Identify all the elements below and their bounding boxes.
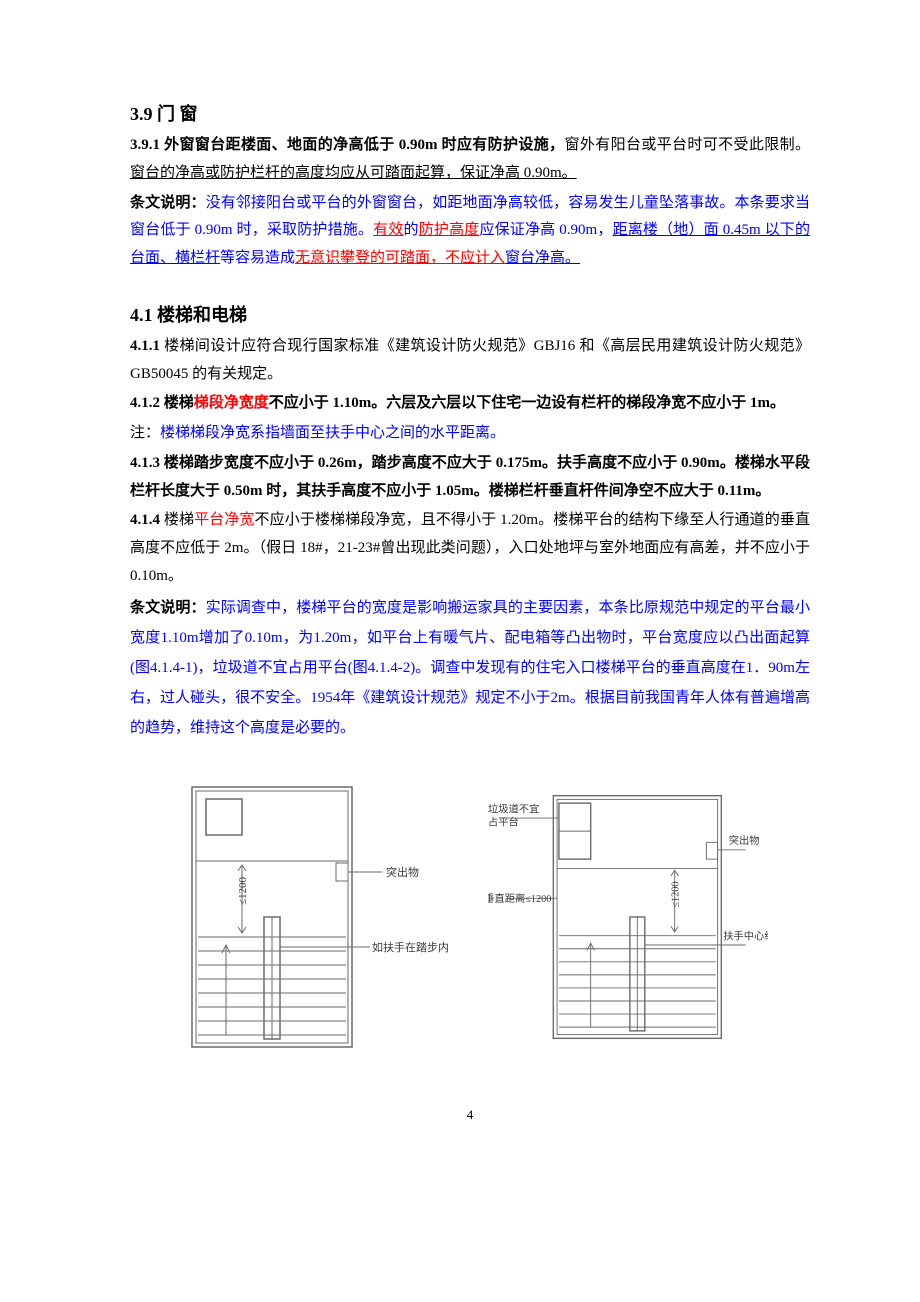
fig2-label-trash-2: 占平台 (488, 815, 519, 828)
explain-mid-3: 等容易造成 (220, 250, 295, 266)
clause-text-a: 4.1.2 楼梯 (130, 395, 194, 411)
page-number: 4 (130, 1107, 810, 1123)
note-label: 注： (130, 425, 160, 441)
fig2-label-handrail: 扶手中心线 (723, 929, 768, 942)
explain-text: 实际调查中，楼梯平台的宽度是影响搬运家具的主要因素，本条比原规范中规定的平台最小… (130, 600, 810, 736)
explain-label: 条文说明： (130, 600, 206, 616)
clause-red: 梯段净宽度 (194, 395, 269, 411)
page: 3.9 门 窗 3.9.1 外窗窗台距楼面、地面的净高低于 0.90m 时应有防… (0, 0, 920, 1163)
clause-3-9-1-explain: 条文说明：没有邻接阳台或平台的外窗窗台，如距地面净高较低，容易发生儿童坠落事故。… (130, 190, 810, 273)
fig1-dim: ≤1200 (237, 876, 249, 905)
section-4-1-heading: 4.1 楼梯和电梯 (130, 301, 810, 327)
clause-text-b: 不应小于 1.10m。六层及六层以下住宅一边设有栏杆的梯段净宽不应小于 1m。 (269, 395, 785, 411)
explain-label: 条文说明： (130, 195, 206, 211)
explain-mid-4: 窗台净高。 (505, 250, 580, 266)
clause-number: 3.9.1 (130, 137, 160, 153)
explain-mid-1: 的 (404, 222, 419, 238)
clause-4-1-4-explain: 条文说明：实际调查中，楼梯平台的宽度是影响搬运家具的主要因素，本条比原规范中规定… (130, 593, 810, 743)
explain-ul-2: 防护高度 (419, 222, 480, 238)
clause-4-1-3: 4.1.3 楼梯踏步宽度不应小于 0.26m，踏步高度不应大于 0.175m。扶… (130, 450, 810, 506)
clause-text: 楼梯间设计应符合现行国家标准《建筑设计防火规范》GBJ16 和《高层民用建筑设计… (130, 338, 810, 382)
figure-4-1-4-2: 垃圾道不宜 占平台 突出物 ≤1200 垂直距离≤1200 (488, 777, 768, 1057)
clause-4-1-2-note: 注：楼梯梯段净宽系指墙面至扶手中心之间的水平距离。 (130, 420, 810, 448)
fig1-label-protrude: 突出物 (386, 865, 419, 879)
clause-3-9-1: 3.9.1 外窗窗台距楼面、地面的净高低于 0.90m 时应有防护设施，窗外有阳… (130, 132, 810, 188)
clause-text-a: 楼梯 (160, 512, 194, 528)
clause-red: 平台净宽 (194, 512, 254, 528)
clause-4-1-1: 4.1.1 楼梯间设计应符合现行国家标准《建筑设计防火规范》GBJ16 和《高层… (130, 333, 810, 389)
clause-text-bold: 外窗窗台距楼面、地面的净高低于 0.90m 时应有防护设施， (160, 137, 565, 153)
fig2-dim: ≤1200 (670, 881, 681, 907)
explain-ul-4: 无意识攀登的可踏面，不应计入 (295, 250, 505, 266)
section-gap (130, 275, 810, 301)
figure-4-1-4-1: ≤1200 突出物 如扶手在踏步内 (172, 777, 452, 1057)
clause-number: 4.1.1 (130, 338, 160, 354)
fig1-label-handrail: 如扶手在踏步内 (372, 940, 449, 954)
clause-4-1-2: 4.1.2 楼梯梯段净宽度不应小于 1.10m。六层及六层以下住宅一边设有栏杆的… (130, 390, 810, 418)
fig2-label-vdist: 垂直距离≤1200 (488, 892, 551, 905)
clause-text-plain: 窗外有阳台或平台时可不受此限制。 (565, 137, 810, 153)
clause-number: 4.1.4 (130, 512, 160, 528)
explain-mid-2: 应保证净高 0.90m， (479, 222, 612, 238)
section-3-9-heading: 3.9 门 窗 (130, 100, 810, 126)
fig2-label-trash-1: 垃圾道不宜 (488, 802, 539, 815)
fig2-label-protrude: 突出物 (729, 834, 760, 847)
note-text: 楼梯梯段净宽系指墙面至扶手中心之间的水平距离。 (160, 425, 505, 441)
clause-4-1-4: 4.1.4 楼梯平台净宽不应小于楼梯梯段净宽，且不得小于 1.20m。楼梯平台的… (130, 507, 810, 590)
figure-row: ≤1200 突出物 如扶手在踏步内 (130, 777, 810, 1057)
explain-ul-1: 有效 (373, 222, 403, 238)
clause-text-underline: 窗台的净高或防护栏杆的高度均应从可踏面起算，保证净高 0.90m。 (130, 165, 577, 181)
